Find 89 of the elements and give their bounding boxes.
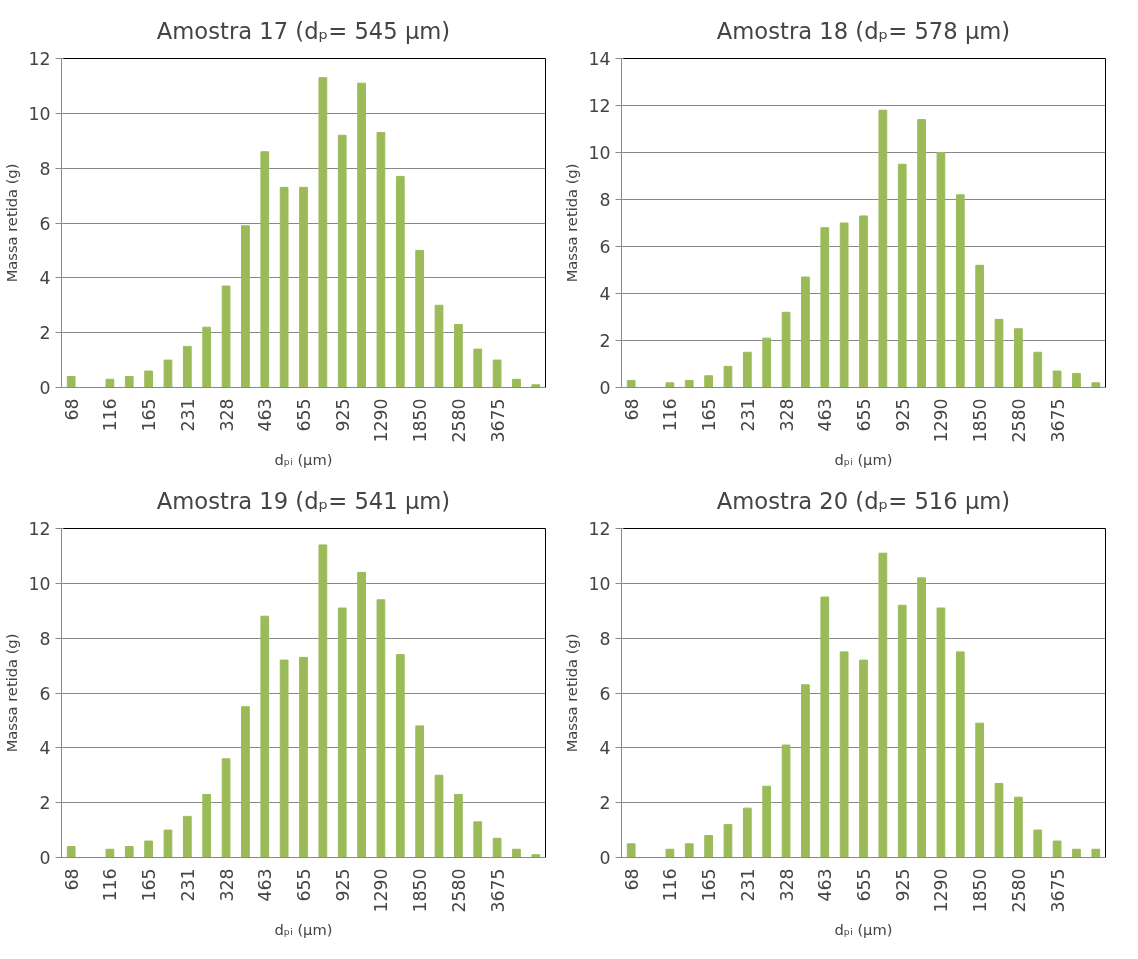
- x-tick-label: 328: [776, 398, 797, 432]
- y-tick-label: 8: [39, 158, 51, 179]
- y-axis-title: Massa retida (g): [563, 633, 581, 753]
- x-tick-label: 655: [294, 398, 314, 432]
- y-tick-label: 10: [588, 573, 611, 594]
- x-tick-label: 655: [294, 868, 314, 902]
- x-tick-label: 925: [892, 868, 913, 902]
- x-tick-label: 1850: [970, 398, 991, 443]
- x-tick-label: 116: [100, 868, 121, 902]
- y-tick-label: 10: [28, 103, 51, 124]
- y-tick-label: 8: [599, 190, 611, 210]
- y-tick-label: 12: [588, 96, 611, 116]
- x-tick-label: 3675: [1047, 868, 1068, 913]
- y-tick-label: 14: [588, 49, 611, 69]
- x-tick-label: 925: [332, 398, 353, 432]
- y-tick-label: 2: [39, 323, 51, 344]
- y-tick-label: 4: [599, 284, 611, 304]
- x-tick-label: 1850: [970, 868, 991, 913]
- y-tick-label: 10: [28, 573, 51, 594]
- y-tick-label: 6: [39, 213, 51, 234]
- x-axis-title: dₚᵢ (µm): [834, 920, 893, 938]
- x-tick-label: 3675: [487, 398, 508, 443]
- chart-title: Amostra 20 (dₚ= 516 µm): [716, 487, 1011, 514]
- x-tick-label: 328: [216, 868, 237, 902]
- x-tick-label: 68: [61, 868, 82, 891]
- x-tick-label: 165: [699, 868, 720, 902]
- x-axis-title: dₚᵢ (µm): [834, 450, 893, 468]
- y-tick-label: 4: [39, 738, 51, 759]
- x-tick-label: 231: [177, 398, 198, 432]
- x-tick-label: 116: [660, 868, 681, 902]
- y-tick-label: 2: [599, 793, 611, 814]
- y-tick-label: 6: [599, 683, 611, 704]
- x-tick-label: 68: [61, 398, 82, 421]
- x-tick-label: 231: [177, 868, 198, 902]
- x-tick-label: 1850: [410, 398, 431, 443]
- y-tick-label: 2: [599, 331, 611, 351]
- y-tick-label: 2: [39, 793, 51, 814]
- x-tick-label: 116: [100, 398, 121, 432]
- x-tick-label: 1850: [410, 868, 431, 913]
- x-tick-label: 165: [139, 868, 160, 902]
- y-tick-label: 12: [28, 49, 51, 69]
- y-tick-label: 4: [39, 268, 51, 289]
- x-tick-label: 463: [815, 868, 836, 902]
- y-tick-label: 4: [599, 738, 611, 759]
- y-tick-label: 0: [599, 848, 611, 868]
- x-tick-label: 2580: [1008, 398, 1029, 443]
- chart-title: Amostra 19 (dₚ= 541 µm): [156, 487, 451, 514]
- y-axis-title: Massa retida (g): [563, 163, 581, 283]
- y-tick-label: 0: [599, 378, 611, 398]
- x-tick-label: 1290: [371, 868, 392, 913]
- x-tick-label: 68: [621, 868, 642, 891]
- x-tick-label: 116: [660, 398, 681, 432]
- x-tick-label: 68: [621, 398, 642, 421]
- y-tick-label: 6: [599, 237, 611, 257]
- y-axis-title: Massa retida (g): [3, 633, 21, 753]
- x-axis-title: dₚᵢ (µm): [274, 450, 333, 468]
- y-tick-label: 12: [28, 519, 51, 539]
- x-tick-label: 3675: [1047, 398, 1068, 443]
- x-tick-label: 2580: [1008, 868, 1029, 913]
- chart-title: Amostra 17 (dₚ= 545 µm): [156, 17, 451, 44]
- x-tick-label: 2580: [448, 868, 469, 913]
- y-tick-label: 10: [588, 143, 611, 163]
- x-tick-label: 2580: [448, 398, 469, 443]
- x-tick-label: 655: [854, 398, 874, 432]
- x-tick-label: 165: [699, 398, 720, 432]
- x-tick-label: 328: [216, 398, 237, 432]
- y-axis-title: Massa retida (g): [3, 163, 21, 283]
- y-tick-label: 8: [39, 628, 51, 649]
- x-tick-label: 463: [255, 868, 276, 902]
- x-tick-label: 925: [892, 398, 913, 432]
- y-tick-label: 6: [39, 683, 51, 704]
- x-tick-label: 165: [139, 398, 160, 432]
- x-tick-label: 231: [737, 868, 758, 902]
- y-tick-label: 0: [39, 378, 51, 398]
- x-tick-label: 1290: [931, 398, 952, 443]
- x-tick-label: 328: [776, 868, 797, 902]
- x-tick-label: 655: [854, 868, 874, 902]
- x-tick-label: 1290: [371, 398, 392, 443]
- chart-title: Amostra 18 (dₚ= 578 µm): [716, 17, 1011, 44]
- x-tick-label: 463: [255, 398, 276, 432]
- x-axis-title: dₚᵢ (µm): [274, 920, 333, 938]
- x-tick-label: 231: [737, 398, 758, 432]
- y-tick-label: 8: [599, 628, 611, 649]
- x-tick-label: 1290: [931, 868, 952, 913]
- x-tick-label: 463: [815, 398, 836, 432]
- y-tick-label: 12: [588, 519, 611, 539]
- x-tick-label: 3675: [487, 868, 508, 913]
- x-tick-label: 925: [332, 868, 353, 902]
- y-tick-label: 0: [39, 848, 51, 868]
